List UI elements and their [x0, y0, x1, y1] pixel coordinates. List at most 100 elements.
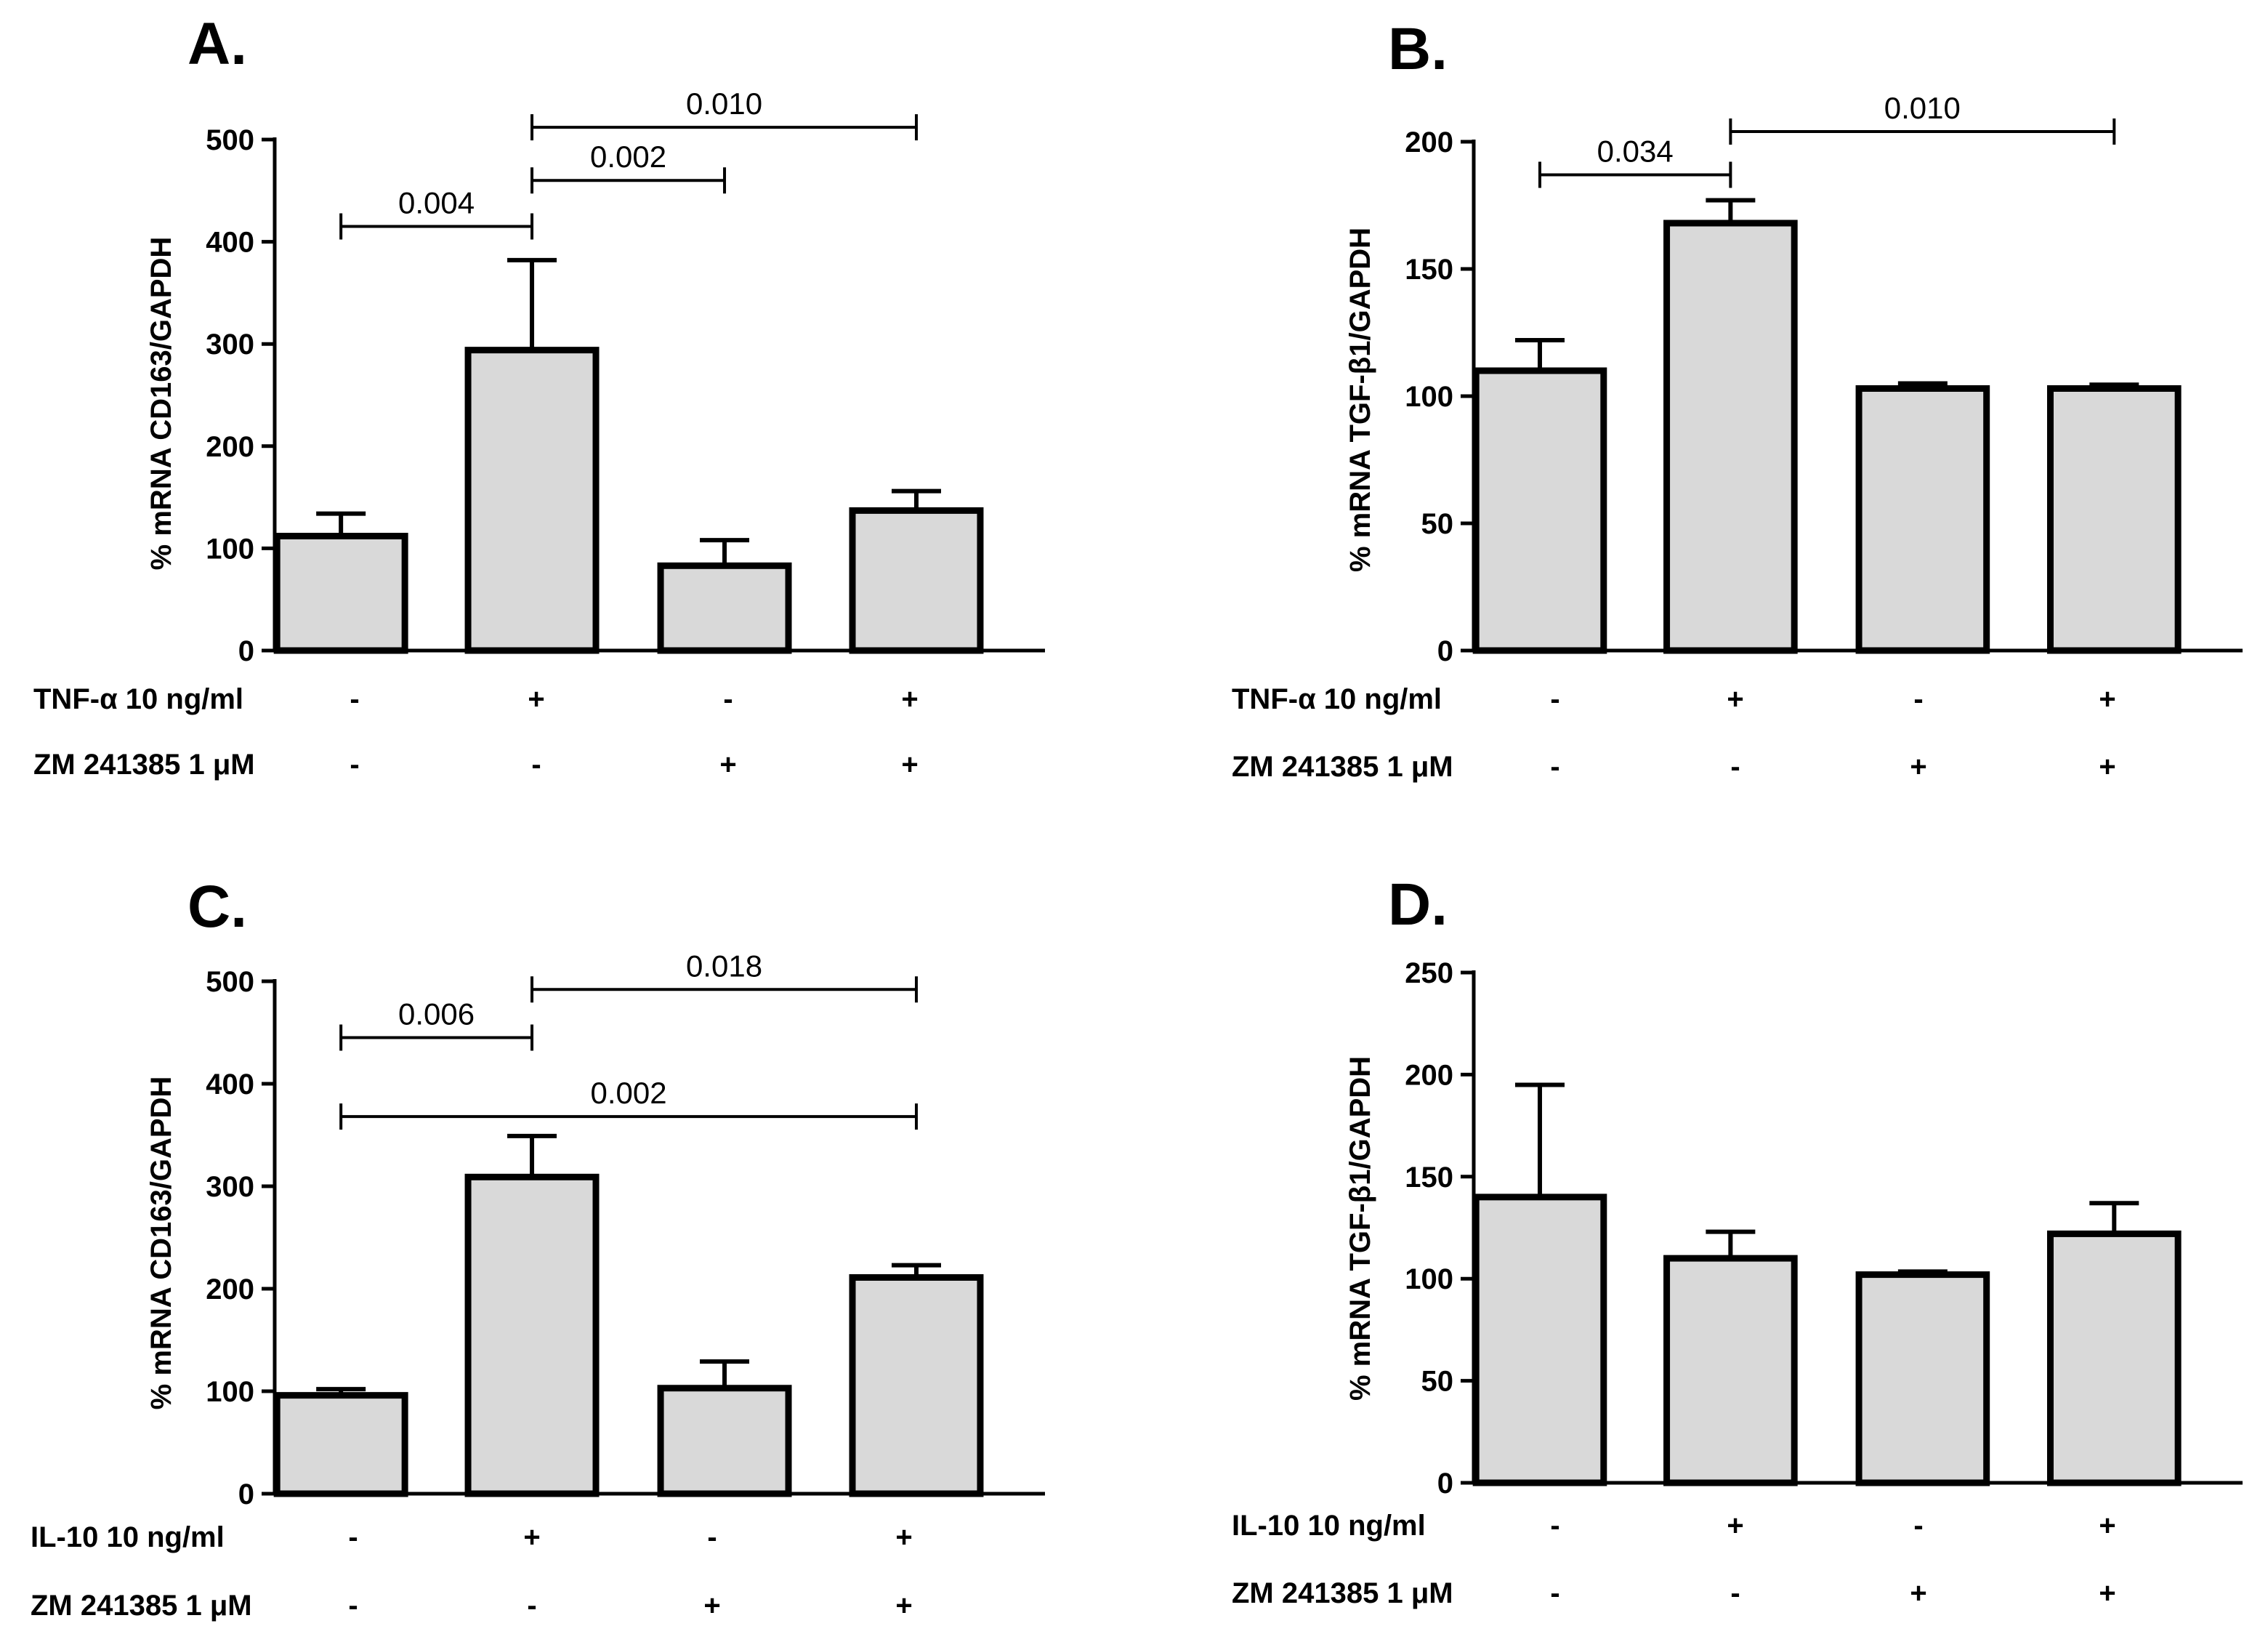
panel-label: C.: [187, 874, 247, 940]
y-tick-label: 250: [1405, 957, 1453, 989]
bar: [273, 533, 408, 654]
y-tick-label: 300: [206, 1171, 254, 1203]
condition-sign: +: [895, 1590, 912, 1622]
condition-sign: -: [1913, 683, 1923, 715]
p-value-label: 0.006: [398, 997, 475, 1031]
condition-sign: +: [703, 1590, 720, 1622]
p-value-label: 0.002: [590, 140, 666, 174]
condition-sign: -: [531, 749, 541, 781]
y-axis-label: % mRNA TGF-β1/GAPDH: [1344, 1056, 1376, 1401]
condition-sign: +: [719, 749, 736, 781]
y-tick-label: 100: [206, 533, 254, 565]
condition-sign: -: [348, 1521, 358, 1553]
y-axis-label: % mRNA CD163/GAPDH: [145, 237, 177, 571]
condition-sign: +: [2099, 751, 2115, 783]
bar: [1663, 220, 1798, 654]
bar: [2047, 385, 2182, 654]
chart-panel-d: D. % mRNA TGF-β1/GAPDH 0 50 100 150 200 250 IL-1…: [1232, 872, 2243, 1609]
condition-sign: +: [1910, 751, 1926, 783]
condition-label: TNF-α 10 ng/ml: [1232, 683, 1442, 715]
condition-sign: -: [1730, 751, 1740, 783]
bar: [1855, 385, 1990, 654]
bar: [464, 1173, 600, 1497]
bar: [464, 347, 600, 654]
condition-sign: -: [350, 683, 359, 715]
chart-panel-a: A. % mRNA CD163/GAPDH 0 100 200 300 400 500 0.00…: [33, 11, 1045, 781]
condition-sign: -: [527, 1590, 536, 1622]
bar: [1855, 1271, 1990, 1486]
significance-bracket: [530, 167, 727, 194]
significance-bracket: [1538, 161, 1732, 188]
condition-sign: +: [2099, 683, 2115, 715]
condition-label: ZM 241385 1 μM: [1232, 751, 1453, 783]
condition-sign: +: [1727, 1510, 1743, 1542]
condition-label: ZM 241385 1 μM: [31, 1590, 252, 1622]
bar: [1472, 367, 1607, 654]
p-value-label: 0.010: [686, 86, 762, 121]
panel-label: A.: [187, 11, 247, 77]
y-tick-label: 50: [1421, 508, 1454, 540]
condition-label: TNF-α 10 ng/ml: [33, 683, 243, 715]
y-tick-label: 400: [206, 227, 254, 259]
y-tick-label: 50: [1421, 1366, 1454, 1398]
condition-sign: +: [528, 683, 544, 715]
significance-bracket: [339, 1024, 534, 1051]
y-tick-label: 150: [1405, 254, 1453, 286]
y-tick-label: 400: [206, 1068, 254, 1100]
y-tick-label: 500: [206, 124, 254, 156]
p-value-label: 0.034: [1597, 134, 1674, 169]
condition-sign: -: [1550, 751, 1559, 783]
significance-bracket: [1729, 118, 2116, 145]
bar: [273, 1392, 408, 1497]
p-value-label: 0.018: [686, 949, 762, 983]
condition-sign: -: [1550, 1577, 1559, 1609]
y-tick-label: 150: [1405, 1162, 1453, 1194]
condition-sign: +: [901, 749, 918, 781]
y-tick-label: 100: [1405, 381, 1453, 413]
condition-sign: -: [1550, 1510, 1559, 1542]
significance-bracket: [339, 1103, 918, 1130]
bar: [849, 507, 984, 654]
condition-sign: +: [2099, 1510, 2115, 1542]
condition-sign: -: [1913, 1510, 1923, 1542]
chart-panel-b: B. % mRNA TGF-β1/GAPDH 0 50 100 150 200 0.034 0.…: [1232, 16, 2243, 783]
y-tick-label: 100: [206, 1376, 254, 1408]
condition-sign: -: [707, 1521, 717, 1553]
condition-sign: -: [350, 749, 359, 781]
y-axis-label: % mRNA CD163/GAPDH: [145, 1076, 177, 1410]
bar: [1472, 1194, 1607, 1486]
significance-bracket: [339, 213, 534, 240]
p-value-label: 0.010: [1884, 91, 1961, 125]
condition-sign: -: [348, 1590, 358, 1622]
y-tick-label: 0: [238, 635, 254, 667]
y-tick-label: 200: [1405, 1059, 1453, 1091]
condition-label: ZM 241385 1 μM: [1232, 1577, 1453, 1609]
y-tick-label: 0: [1437, 635, 1453, 667]
significance-bracket: [530, 976, 918, 1003]
condition-sign: -: [723, 683, 733, 715]
bar: [849, 1273, 984, 1497]
panel-label: B.: [1388, 16, 1448, 82]
panel-label: D.: [1388, 872, 1448, 938]
bar: [2047, 1230, 2182, 1486]
y-tick-label: 0: [238, 1478, 254, 1510]
bar: [1663, 1255, 1798, 1486]
bar: [657, 562, 792, 654]
y-tick-label: 500: [206, 966, 254, 998]
condition-sign: +: [1727, 683, 1743, 715]
condition-label: IL-10 10 ng/ml: [31, 1521, 225, 1553]
condition-sign: +: [901, 683, 918, 715]
condition-sign: +: [895, 1521, 912, 1553]
condition-sign: -: [1730, 1577, 1740, 1609]
chart-panel-c: C. % mRNA CD163/GAPDH 0 100 200 300 400 500 0.00…: [31, 874, 1045, 1622]
y-axis-label: % mRNA TGF-β1/GAPDH: [1344, 228, 1376, 572]
condition-sign: +: [523, 1521, 540, 1553]
y-tick-label: 0: [1437, 1468, 1453, 1500]
condition-sign: -: [1550, 683, 1559, 715]
significance-bracket: [530, 114, 918, 141]
y-tick-label: 100: [1405, 1263, 1453, 1295]
condition-label: IL-10 10 ng/ml: [1232, 1510, 1426, 1542]
y-tick-label: 200: [206, 431, 254, 463]
bar: [657, 1385, 792, 1497]
